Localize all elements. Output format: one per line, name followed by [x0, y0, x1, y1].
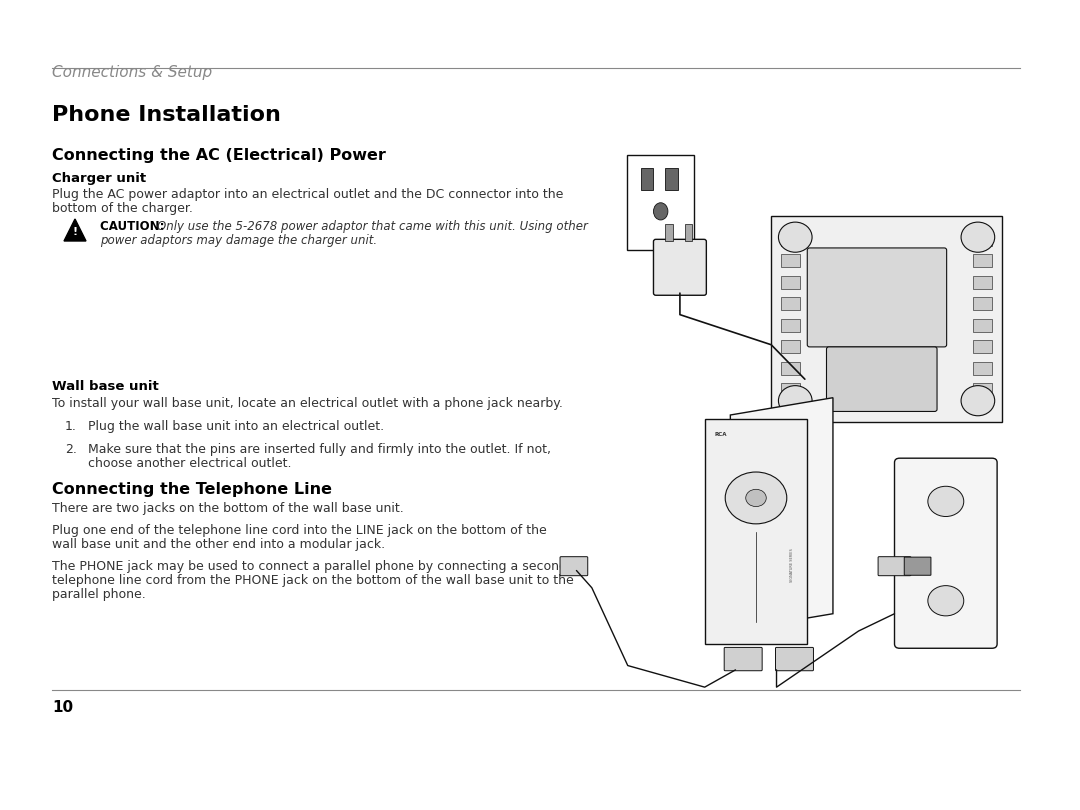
Text: The PHONE jack may be used to connect a parallel phone by connecting a second: The PHONE jack may be used to connect a …	[52, 560, 567, 573]
Polygon shape	[730, 398, 833, 631]
Bar	[973, 254, 993, 267]
Bar	[781, 340, 800, 353]
Polygon shape	[771, 215, 1002, 422]
Text: CAUTION:: CAUTION:	[100, 220, 168, 233]
Text: 10: 10	[52, 700, 73, 715]
Text: Charger unit: Charger unit	[52, 172, 146, 185]
Bar	[781, 233, 800, 245]
Bar	[781, 254, 800, 267]
Text: RCA: RCA	[715, 433, 728, 437]
FancyBboxPatch shape	[775, 647, 813, 671]
Text: telephone line cord from the PHONE jack on the bottom of the wall base unit to t: telephone line cord from the PHONE jack …	[52, 574, 573, 587]
Circle shape	[726, 472, 786, 524]
Circle shape	[961, 386, 995, 416]
Text: 1.: 1.	[65, 420, 77, 433]
Circle shape	[928, 586, 963, 616]
Text: Plug the AC power adaptor into an electrical outlet and the DC connector into th: Plug the AC power adaptor into an electr…	[52, 188, 564, 201]
Text: bottom of the charger.: bottom of the charger.	[52, 202, 193, 215]
Text: Plug one end of the telephone line cord into the LINE jack on the bottom of the: Plug one end of the telephone line cord …	[52, 524, 546, 537]
Circle shape	[745, 489, 767, 506]
Circle shape	[779, 386, 812, 416]
FancyBboxPatch shape	[627, 156, 694, 250]
Text: Wall base unit: Wall base unit	[52, 380, 159, 393]
Bar	[973, 383, 993, 396]
FancyBboxPatch shape	[826, 347, 937, 411]
FancyBboxPatch shape	[878, 556, 910, 576]
Bar	[685, 224, 692, 241]
Circle shape	[779, 222, 812, 252]
Text: power adaptors may damage the charger unit.: power adaptors may damage the charger un…	[100, 234, 377, 247]
Text: There are two jacks on the bottom of the wall base unit.: There are two jacks on the bottom of the…	[52, 502, 404, 515]
Text: choose another electrical outlet.: choose another electrical outlet.	[87, 457, 292, 470]
Text: Make sure that the pins are inserted fully and firmly into the outlet. If not,: Make sure that the pins are inserted ful…	[87, 443, 551, 456]
Text: SIGNATURE SERIES: SIGNATURE SERIES	[789, 548, 794, 582]
Text: 2.: 2.	[65, 443, 77, 456]
Bar	[973, 233, 993, 245]
Bar	[973, 319, 993, 332]
Bar	[781, 319, 800, 332]
Circle shape	[961, 222, 995, 252]
Bar	[973, 340, 993, 353]
Bar	[781, 383, 800, 396]
Bar	[973, 362, 993, 375]
FancyBboxPatch shape	[807, 248, 947, 347]
Bar	[642, 168, 653, 190]
FancyBboxPatch shape	[653, 239, 706, 296]
Ellipse shape	[653, 202, 667, 220]
Text: Phone Installation: Phone Installation	[52, 105, 281, 125]
Text: To install your wall base unit, locate an electrical outlet with a phone jack ne: To install your wall base unit, locate a…	[52, 397, 563, 410]
Text: parallel phone.: parallel phone.	[52, 588, 146, 601]
Text: Plug the wall base unit into an electrical outlet.: Plug the wall base unit into an electric…	[87, 420, 384, 433]
Text: wall base unit and the other end into a modular jack.: wall base unit and the other end into a …	[52, 538, 386, 551]
FancyBboxPatch shape	[904, 557, 931, 575]
Bar	[781, 362, 800, 375]
Text: !: !	[72, 227, 78, 237]
FancyBboxPatch shape	[561, 556, 588, 576]
FancyBboxPatch shape	[894, 458, 997, 648]
Bar	[973, 276, 993, 289]
Bar	[973, 297, 993, 310]
Circle shape	[928, 486, 963, 517]
Polygon shape	[64, 219, 86, 241]
Text: Connections & Setup: Connections & Setup	[52, 65, 212, 80]
Text: Connecting the AC (Electrical) Power: Connecting the AC (Electrical) Power	[52, 148, 386, 163]
Bar	[781, 276, 800, 289]
FancyBboxPatch shape	[725, 647, 762, 671]
Text: Only use the 5-2678 power adaptor that came with this unit. Using other: Only use the 5-2678 power adaptor that c…	[157, 220, 588, 233]
FancyBboxPatch shape	[704, 420, 807, 644]
Text: Connecting the Telephone Line: Connecting the Telephone Line	[52, 482, 332, 497]
Bar	[665, 168, 677, 190]
Bar	[665, 224, 673, 241]
Bar	[781, 297, 800, 310]
